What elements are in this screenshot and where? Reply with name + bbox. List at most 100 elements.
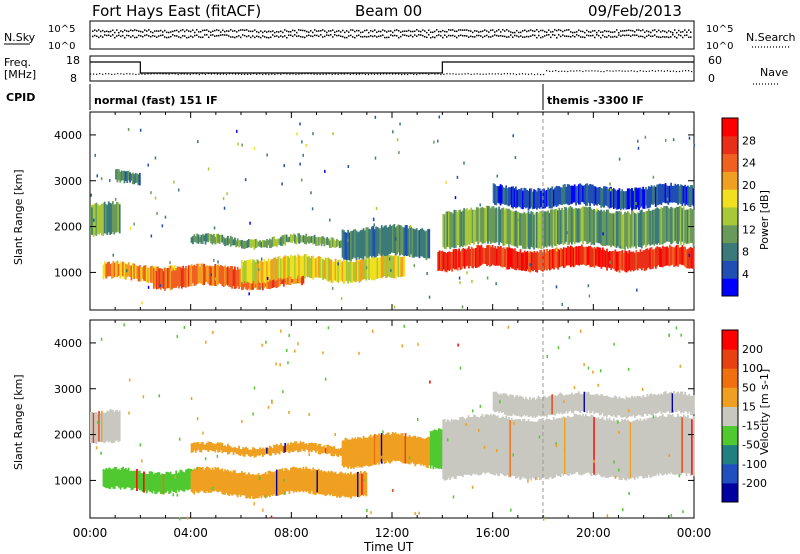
echo-cell — [267, 470, 270, 497]
echo-cell — [192, 265, 194, 284]
nave-point — [123, 73, 125, 75]
search-noise-point — [450, 34, 452, 37]
echo-cell — [499, 184, 502, 206]
nave-point — [482, 73, 484, 75]
search-noise-point — [432, 36, 434, 38]
echo-cell — [671, 185, 674, 203]
echo-cell — [354, 437, 357, 467]
echo-cell — [400, 433, 403, 463]
nave-point — [310, 73, 312, 75]
echo-cell — [670, 391, 673, 413]
noise-point — [262, 31, 264, 34]
search-noise-point — [320, 34, 322, 36]
search-noise-point — [642, 35, 644, 38]
echo-cell — [407, 436, 410, 465]
search-noise-point — [322, 36, 324, 38]
noise-point — [194, 31, 196, 34]
echo-cell — [218, 266, 221, 284]
echo-cell — [352, 473, 355, 497]
echo-cell — [282, 470, 285, 495]
echo-cell — [264, 240, 267, 248]
echo-cell — [512, 211, 515, 246]
echo-cell — [91, 411, 94, 443]
nave-point — [678, 70, 681, 73]
echo-cell — [660, 415, 663, 475]
nave-point — [681, 70, 684, 72]
echo-cell — [645, 248, 647, 271]
echo-cell — [554, 248, 557, 268]
noise-point — [374, 29, 376, 31]
echo-cell — [646, 418, 649, 478]
echo-cell — [354, 473, 357, 497]
echo-speck — [204, 457, 207, 461]
echo-cell — [241, 259, 243, 282]
echo-cell — [650, 417, 653, 478]
noise-point — [504, 30, 506, 32]
echo-speck — [172, 493, 175, 497]
echo-speck — [587, 366, 590, 370]
echo-cell — [691, 419, 694, 475]
echo-cell — [398, 225, 401, 256]
echo-speck — [324, 169, 326, 173]
search-noise-point — [152, 34, 154, 37]
echo-cell — [344, 260, 347, 282]
echo-cell — [178, 266, 180, 289]
echo-speck — [613, 342, 615, 346]
nave-point — [398, 73, 400, 75]
echo-cell — [178, 472, 180, 492]
echo-cell — [336, 239, 338, 247]
echo-speck — [260, 257, 263, 261]
echo-cell — [516, 211, 519, 248]
echo-cell — [196, 442, 199, 451]
noise-point — [566, 29, 568, 31]
echo-cell — [249, 474, 252, 499]
echo-speck — [463, 161, 465, 165]
noise-point — [484, 29, 486, 31]
echo-cell — [663, 184, 666, 203]
nave-point — [237, 73, 240, 75]
echo-speck — [382, 430, 384, 434]
echo-cell — [526, 420, 529, 480]
noise-point — [586, 29, 588, 32]
nave-point — [464, 73, 466, 75]
echo-speck — [266, 153, 268, 157]
echo-cell — [653, 249, 656, 267]
echo-cell — [245, 446, 247, 455]
echo-cell — [680, 206, 682, 245]
echo-cell — [614, 212, 617, 248]
echo-speck — [416, 417, 419, 421]
velocity-echo-field — [90, 323, 695, 521]
echo-cell — [638, 420, 640, 477]
echo-speck — [154, 196, 157, 200]
echo-cell — [598, 186, 601, 206]
echo-speck — [147, 163, 149, 167]
nave-point — [521, 73, 524, 75]
noise-point — [346, 30, 348, 32]
echo-cell — [207, 233, 210, 243]
colorbar-swatch — [722, 260, 738, 279]
nave-point — [150, 73, 152, 75]
echo-cell — [537, 420, 540, 478]
echo-cell — [455, 248, 458, 270]
noise-point — [396, 29, 398, 31]
nave-point — [244, 73, 246, 75]
echo-cell — [238, 445, 241, 456]
noise-point — [520, 31, 522, 34]
noise-point — [424, 30, 426, 32]
noise-point — [328, 30, 330, 32]
echo-cell — [285, 255, 288, 278]
echo-cell — [576, 208, 579, 243]
echo-cell — [477, 245, 480, 268]
echo-cell — [622, 398, 625, 418]
nave-point — [663, 70, 665, 72]
echo-cell — [115, 261, 117, 278]
echo-cell — [556, 395, 559, 413]
echo-cell — [663, 246, 666, 267]
echo-cell — [190, 470, 193, 492]
echo-cell — [621, 419, 624, 480]
echo-cell — [295, 467, 298, 493]
echo-cell — [548, 418, 551, 478]
echo-cell — [345, 474, 348, 497]
nave-point — [612, 70, 614, 72]
echo-cell — [536, 211, 538, 248]
